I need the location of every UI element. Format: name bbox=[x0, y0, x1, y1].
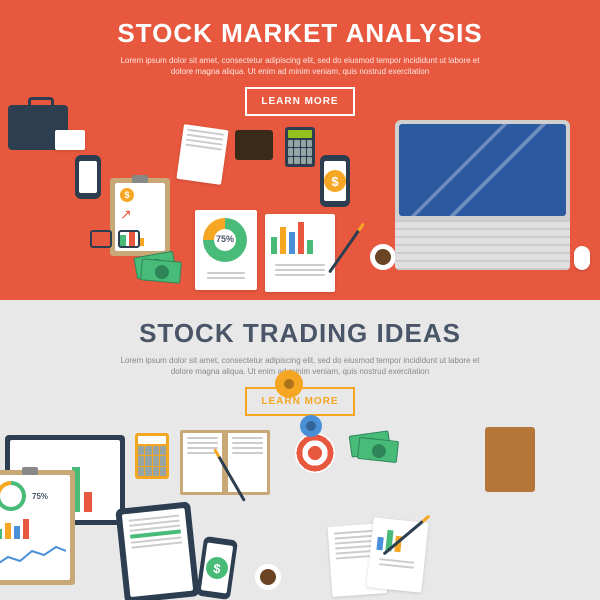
panel-title: STOCK MARKET ANALYSIS bbox=[0, 0, 600, 49]
phone-icon bbox=[75, 155, 101, 199]
donut-percent: 75% bbox=[32, 492, 48, 501]
line-chart-icon bbox=[0, 543, 66, 569]
phone-dollar-icon: $ bbox=[320, 155, 350, 207]
donut-percent: 75% bbox=[216, 234, 234, 244]
cash-icon bbox=[135, 254, 181, 282]
book-icon bbox=[485, 427, 535, 492]
clipboard-chart-icon: 75% bbox=[0, 470, 75, 585]
phone-dollar-icon: $ bbox=[196, 536, 238, 600]
donut-chart-icon bbox=[0, 481, 26, 511]
target-icon bbox=[295, 433, 335, 473]
glasses-icon bbox=[90, 230, 140, 246]
coffee-icon bbox=[370, 244, 396, 270]
calculator-icon bbox=[135, 433, 169, 479]
dollar-icon: $ bbox=[324, 170, 346, 192]
gear-icon bbox=[300, 415, 322, 437]
coffee-icon bbox=[255, 564, 281, 590]
document-icon bbox=[176, 124, 228, 185]
bar-chart-paper bbox=[265, 214, 335, 292]
mouse-icon bbox=[574, 246, 590, 270]
panel-description: Lorem ipsum dolor sit amet, consectetur … bbox=[0, 49, 600, 83]
wallet-icon bbox=[235, 130, 273, 160]
gear-icon bbox=[275, 370, 303, 398]
donut-chart-paper: 75% bbox=[195, 210, 257, 290]
calculator-icon bbox=[285, 127, 315, 167]
stock-analysis-panel: STOCK MARKET ANALYSIS Lorem ipsum dolor … bbox=[0, 0, 600, 300]
laptop-icon bbox=[395, 120, 570, 270]
tablet-icon bbox=[115, 501, 200, 600]
id-card-icon bbox=[55, 130, 85, 150]
trend-up-icon: ↗ bbox=[120, 206, 132, 222]
stock-trading-panel: STOCK TRADING IDEAS Lorem ipsum dolor si… bbox=[0, 300, 600, 600]
notebook-icon bbox=[180, 430, 270, 495]
workspace-illustration: $ ↗ bbox=[0, 125, 600, 300]
cash-icon bbox=[350, 433, 398, 461]
dollar-icon: $ bbox=[120, 188, 134, 202]
bar-chart-paper bbox=[366, 517, 428, 592]
workspace-illustration: $ 75% bbox=[0, 425, 600, 600]
dollar-icon: $ bbox=[205, 556, 230, 581]
learn-more-button[interactable]: LEARN MORE bbox=[245, 87, 355, 116]
panel-title: STOCK TRADING IDEAS bbox=[0, 300, 600, 349]
